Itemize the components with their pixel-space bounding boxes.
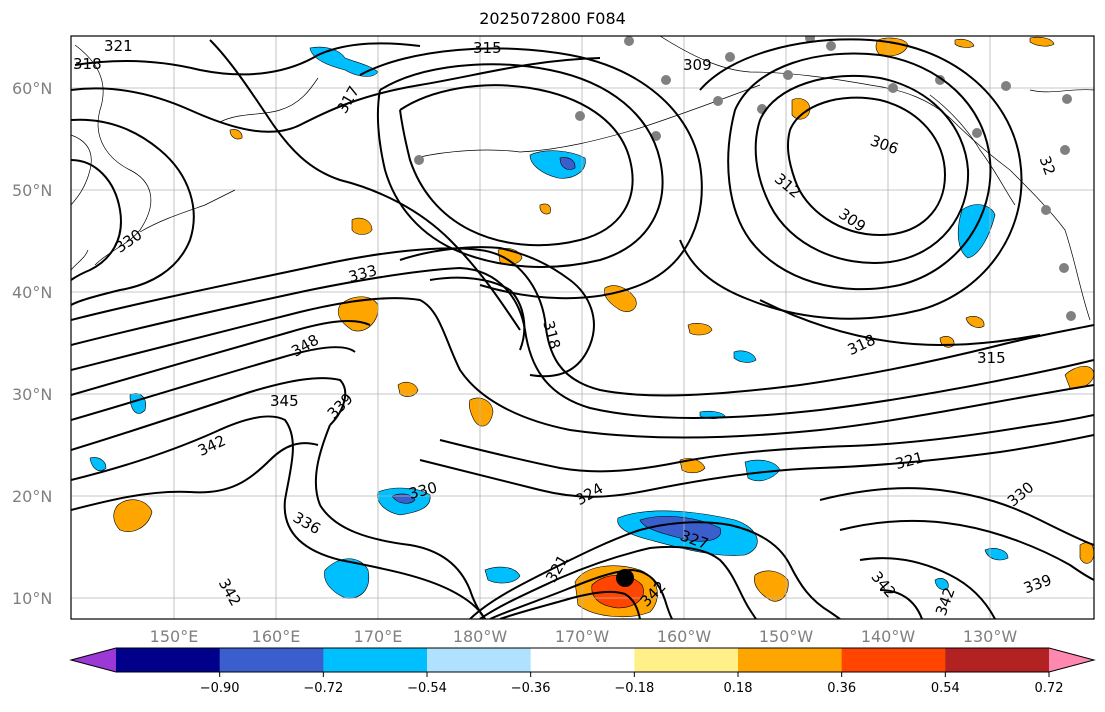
coast-kamchatka — [74, 44, 152, 266]
colorbar-tick-label: 0.54 — [931, 681, 960, 696]
patch-orange-south2 — [1079, 542, 1094, 564]
coast-aleutians — [414, 84, 761, 159]
contour-label: 318 — [73, 55, 102, 73]
colorbar-tick-label: −0.36 — [511, 681, 551, 696]
colorbar-ticks: −0.90 −0.72 −0.54 −0.36 −0.18 0.18 0.36 0.54 0.7… — [200, 672, 1064, 696]
patch-small11 — [733, 350, 757, 363]
contour-label: 32 — [1036, 154, 1059, 178]
coast-bc — [929, 94, 1016, 206]
patch-small15 — [954, 38, 975, 48]
contour-label: 309 — [683, 56, 712, 74]
patch-small13 — [484, 566, 521, 584]
colorbar-tick-label: 0.36 — [827, 681, 856, 696]
colorbar-tick-label: −0.54 — [407, 681, 447, 696]
colorbar-swatch — [945, 648, 1050, 672]
lon-label: 150°W — [759, 627, 814, 646]
patch-small17 — [965, 316, 985, 328]
patch-small4 — [679, 458, 706, 474]
map-title: 2025072800 F084 — [479, 9, 626, 28]
lon-label: 170°E — [354, 627, 403, 646]
patch-blue-aleutian — [529, 150, 586, 179]
lon-label: 150°E — [150, 627, 199, 646]
colorbar-swatch — [634, 648, 739, 672]
patch-orange-mid — [337, 296, 379, 332]
coast-nw — [219, 77, 319, 123]
colorbar-extend-min — [71, 648, 116, 672]
colorbar-tick-label: −0.72 — [303, 681, 343, 696]
contour-lines — [71, 38, 1094, 619]
colorbar-tick-label: 0.72 — [1035, 681, 1064, 696]
colorbar-tick-label: 0.18 — [724, 681, 753, 696]
lat-label: 20°N — [12, 487, 52, 506]
lon-label: 170°W — [555, 627, 610, 646]
lat-label: 60°N — [12, 79, 52, 98]
colorbar-swatch — [323, 648, 428, 672]
patch-small10 — [89, 457, 107, 471]
patch-orange-mid2 — [468, 397, 494, 427]
lon-label: 180°W — [453, 627, 508, 646]
colorbar-swatch — [116, 648, 221, 672]
contour-label: 345 — [270, 392, 299, 410]
lat-label: 50°N — [12, 181, 52, 200]
contour-label: 315 — [977, 349, 1006, 367]
storm-center-marker — [616, 569, 634, 587]
lon-label: 160°E — [252, 627, 301, 646]
colorbar-tick-label: −0.90 — [200, 681, 240, 696]
colorbar — [69, 647, 1096, 673]
colorbar-swatch — [530, 648, 635, 672]
lon-label: 160°W — [657, 627, 712, 646]
lon-label: 130°W — [963, 627, 1018, 646]
patch-small7 — [351, 217, 373, 235]
patch-blue-southwest — [324, 558, 370, 599]
lon-label: 140°W — [861, 627, 916, 646]
colorbar-swatch — [219, 648, 324, 672]
patch-small14 — [1029, 36, 1055, 47]
colorbar-outline — [69, 647, 1096, 673]
patch-small20 — [229, 129, 243, 140]
patch-orange-south — [754, 570, 789, 602]
map-panel: 321 318 315 309 317 306 312 309 330 333 … — [71, 36, 1094, 619]
coast-okhotsk — [71, 134, 92, 206]
colorbar-tick-label: −0.18 — [614, 681, 654, 696]
coast-ne — [1029, 89, 1094, 93]
patch-orange-west — [113, 499, 153, 532]
patch-blue-aleutian-core — [559, 157, 576, 170]
patch-orange-north — [875, 37, 909, 57]
patch-small2 — [687, 323, 713, 336]
longitude-labels: 150°E 160°E 170°E 180°W 170°W 160°W 150°… — [150, 627, 1018, 646]
colorbar-swatch — [841, 648, 946, 672]
lat-label: 40°N — [12, 283, 52, 302]
lat-label: 10°N — [12, 589, 52, 608]
contour-label: 321 — [104, 37, 133, 55]
patch-small1 — [397, 381, 419, 397]
contour-label: 315 — [473, 39, 502, 57]
colorbar-swatch — [738, 648, 843, 672]
latitude-labels: 60°N 50°N 40°N 30°N 20°N 10°N — [12, 79, 52, 608]
coast-japan-n — [71, 249, 89, 271]
patch-small3 — [791, 98, 811, 120]
map-frame — [70, 35, 1095, 620]
patch-small6 — [539, 203, 551, 215]
patch-small18 — [934, 578, 949, 590]
coast-kurils — [139, 189, 236, 233]
patch-blue-coast — [957, 204, 996, 259]
colorbar-swatch — [427, 648, 532, 672]
lat-label: 30°N — [12, 385, 52, 404]
colorbar-extend-max — [1049, 648, 1094, 672]
